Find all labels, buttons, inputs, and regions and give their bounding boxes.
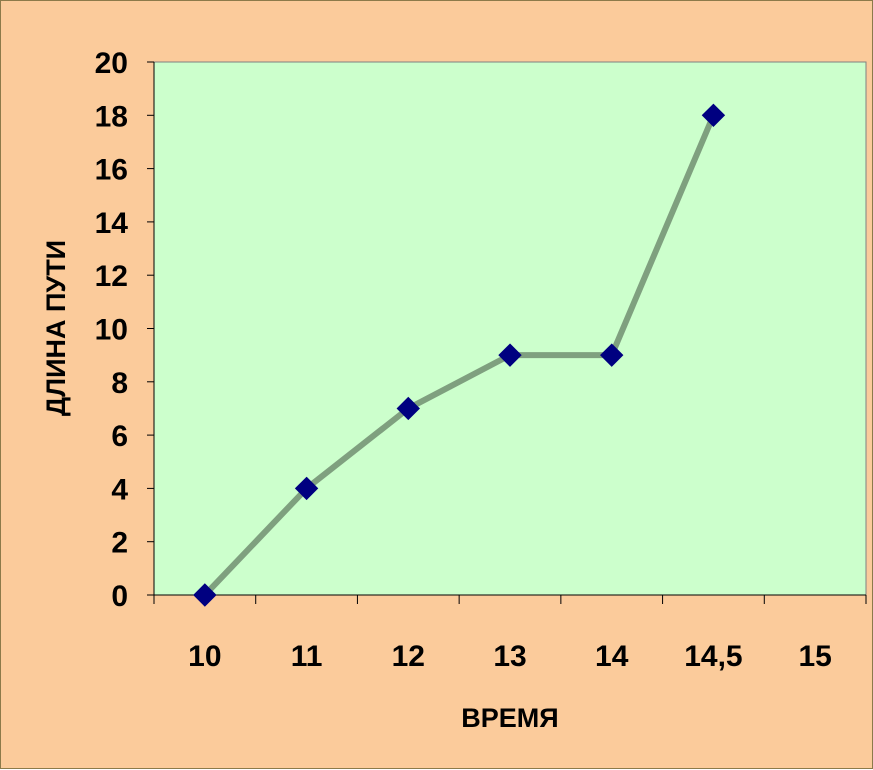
x-tick-label: 14,5 (684, 640, 742, 673)
y-axis: 0 2 4 6 8 10 12 14 16 18 20 (95, 47, 155, 613)
data-point-marker (193, 583, 217, 607)
x-tick-label: 15 (798, 640, 831, 673)
y-tick-label: 16 (95, 154, 128, 187)
y-tick-label: 0 (111, 580, 128, 613)
x-tick-label: 11 (291, 640, 323, 673)
data-point-marker (701, 103, 726, 128)
data-point-marker (498, 343, 522, 367)
y-axis-title: ДЛИНА ПУТИ (41, 240, 71, 416)
data-point-marker (600, 343, 624, 367)
y-tick-label: 6 (111, 420, 128, 453)
y-tick-label: 4 (111, 473, 128, 506)
y-tick-label: 20 (95, 47, 128, 80)
data-point-marker (396, 396, 420, 421)
data-point-marker (294, 476, 319, 501)
series-layer (193, 103, 726, 607)
x-tick-label: 12 (392, 640, 425, 673)
x-axis: 10 11 12 13 14 14,5 15 (153, 594, 867, 673)
y-tick-label: 12 (95, 260, 128, 293)
y-tick-label: 18 (95, 100, 128, 133)
x-tick-label: 14 (595, 640, 629, 673)
y-tick-label: 10 (95, 314, 128, 347)
y-tick-label: 8 (111, 367, 128, 400)
y-tick-label: 2 (111, 527, 128, 560)
plot-area (153, 61, 867, 596)
x-tick-label: 13 (493, 640, 526, 673)
y-tick-label: 14 (95, 207, 129, 240)
x-axis-title: ВРЕМЯ (461, 703, 558, 733)
x-tick-label: 10 (188, 640, 221, 673)
series-line (202, 114, 717, 598)
